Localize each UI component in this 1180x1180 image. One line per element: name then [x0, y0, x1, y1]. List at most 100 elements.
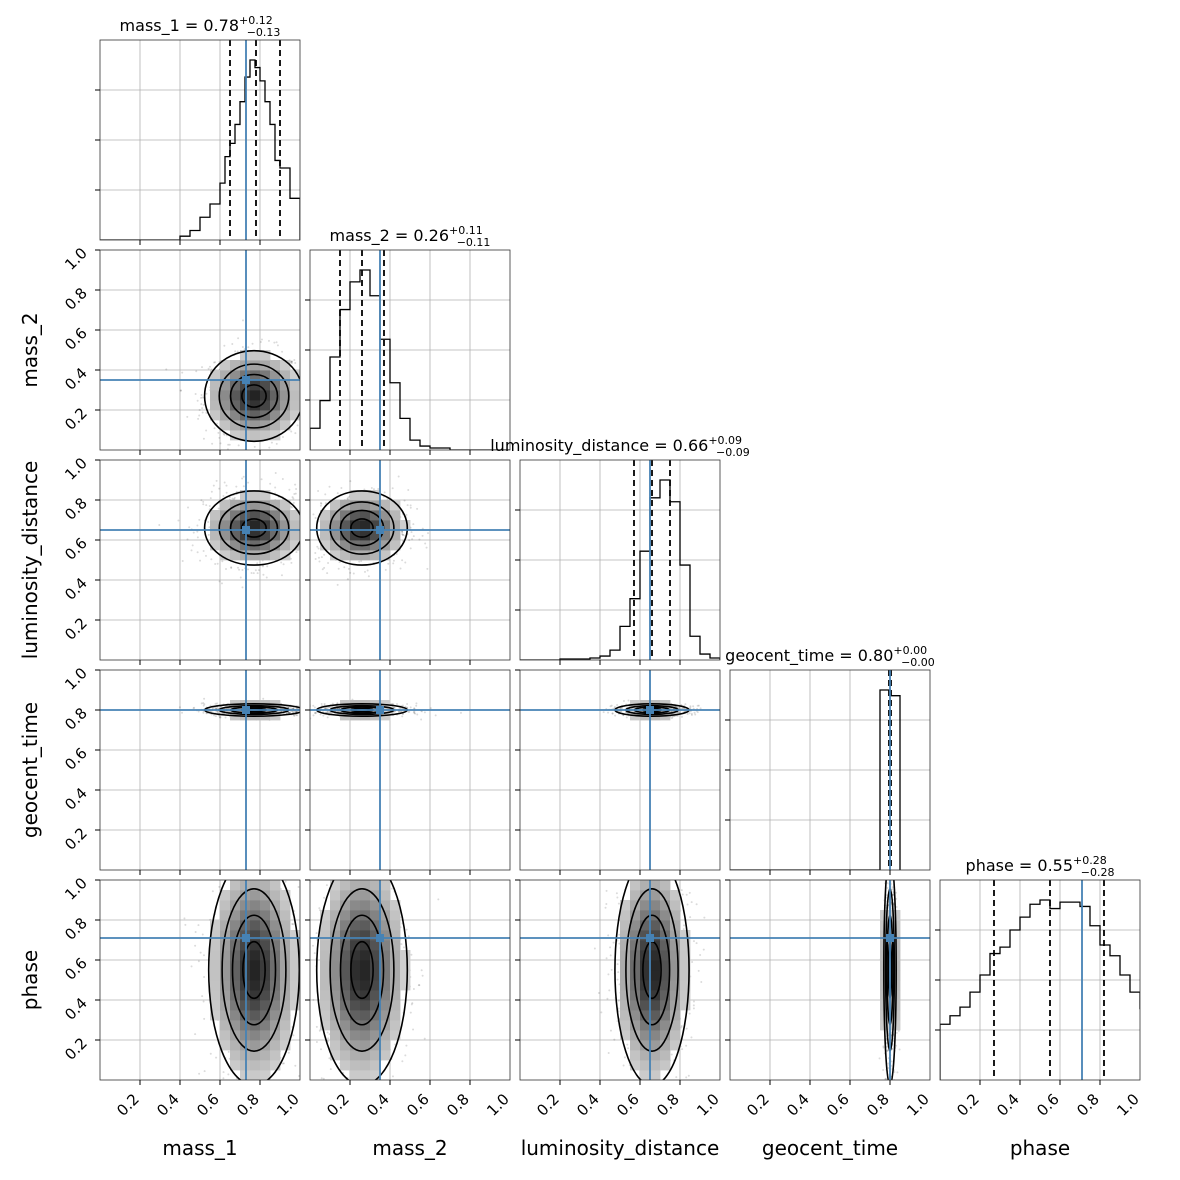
contour-level-3	[229, 373, 279, 419]
sample-point	[207, 367, 210, 370]
density-cell	[320, 510, 331, 521]
sample-point	[291, 711, 294, 714]
density-cell	[330, 550, 341, 561]
sample-point	[250, 571, 253, 574]
sample-point	[323, 401, 325, 403]
plot-area	[520, 670, 720, 870]
sample-point	[214, 361, 217, 364]
density-cell	[250, 420, 261, 431]
title-plus: +0.28	[1073, 854, 1107, 867]
sample-point	[326, 710, 329, 713]
sample-point	[307, 547, 309, 549]
density-cell	[260, 490, 271, 501]
sample-point	[192, 531, 195, 534]
density-cell	[320, 520, 331, 531]
sample-point	[213, 427, 216, 430]
sample-point	[317, 490, 320, 493]
sample-point	[230, 853, 232, 855]
sample-point	[203, 975, 206, 978]
sample-point	[614, 714, 617, 717]
density-cell	[210, 510, 221, 521]
density-cell	[330, 510, 341, 521]
contour-level-1	[315, 490, 409, 566]
sample-point	[680, 715, 683, 718]
density-cell	[270, 500, 281, 511]
sample-point	[213, 714, 216, 717]
sample-point	[401, 559, 404, 562]
sample-point	[392, 559, 395, 562]
sample-point	[611, 712, 614, 715]
sample-point	[181, 371, 184, 374]
sample-point	[292, 923, 295, 926]
sample-point	[620, 707, 623, 710]
sample-point	[294, 492, 297, 495]
density-cell	[250, 500, 261, 511]
density-cell	[220, 420, 231, 431]
plot-area	[310, 670, 510, 870]
sample-point	[366, 569, 369, 572]
sample-point	[201, 407, 204, 410]
sample-point	[211, 442, 214, 445]
density-cell	[350, 520, 361, 531]
panel-frame	[99, 669, 301, 871]
sample-point	[254, 569, 257, 572]
density-cell	[290, 520, 300, 531]
panel-frame	[309, 459, 511, 661]
density-cell	[350, 510, 361, 521]
sample-point	[387, 562, 390, 565]
sample-point	[218, 716, 221, 719]
plot-area	[730, 670, 930, 870]
sample-point	[690, 714, 693, 717]
sample-point	[692, 705, 695, 708]
sample-point	[290, 867, 292, 869]
density-cell	[260, 550, 271, 561]
sample-point	[287, 706, 290, 709]
sample-point	[314, 711, 317, 714]
sample-point	[268, 446, 271, 449]
sample-point	[221, 560, 224, 563]
sample-point	[256, 572, 259, 575]
sample-point	[409, 504, 412, 507]
sample-point	[620, 710, 623, 713]
sample-point	[293, 359, 296, 362]
density-cell	[260, 390, 271, 401]
sample-point	[315, 711, 318, 714]
density-cell	[340, 550, 351, 561]
density-cell	[220, 540, 231, 551]
sample-point	[305, 711, 307, 713]
sample-point	[670, 717, 673, 720]
density-cell	[280, 520, 291, 531]
sample-point	[285, 712, 288, 715]
sample-point	[313, 520, 315, 522]
sample-point	[283, 864, 285, 866]
sample-point	[202, 550, 205, 553]
contour-level-4	[241, 384, 267, 408]
sample-point	[352, 572, 355, 575]
sample-point	[292, 501, 295, 504]
density-cell	[290, 510, 300, 521]
sample-point	[204, 843, 206, 845]
sample-point	[293, 493, 296, 496]
density-cell	[290, 530, 300, 541]
sample-point	[260, 478, 263, 481]
sample-point	[409, 506, 412, 509]
density-cell	[320, 540, 331, 551]
sample-point	[682, 707, 685, 710]
sample-point	[294, 710, 297, 713]
sample-point	[194, 1033, 197, 1036]
density-cell	[230, 410, 241, 421]
sample-point	[187, 506, 190, 509]
sample-point	[308, 520, 310, 522]
density-cell	[260, 540, 271, 551]
sample-point	[306, 533, 308, 535]
sample-point	[290, 561, 293, 564]
sample-point	[296, 424, 299, 427]
sample-point	[280, 574, 283, 577]
density-cell	[220, 370, 231, 381]
sample-point	[308, 512, 310, 514]
sample-point	[239, 488, 241, 490]
title-minus: −0.13	[247, 26, 281, 39]
density-cell	[250, 510, 261, 521]
plot-area	[306, 460, 510, 660]
sample-point	[275, 442, 278, 445]
